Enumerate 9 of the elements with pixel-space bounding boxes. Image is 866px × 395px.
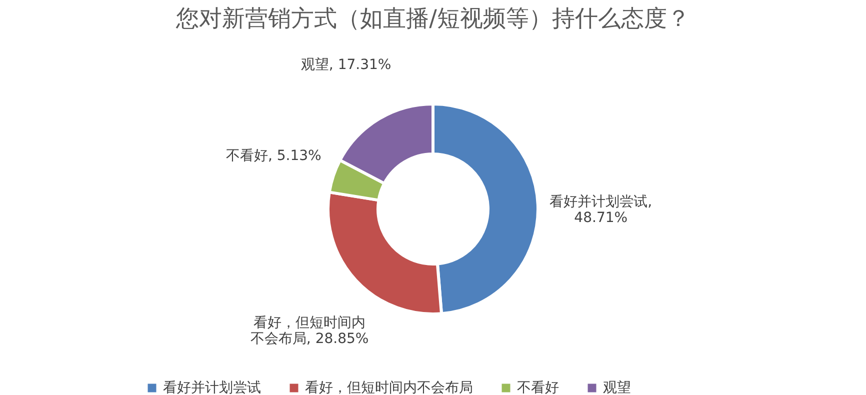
chart-title: 您对新营销方式（如直播/短视频等）持什么态度？ [175, 6, 690, 32]
data-label: 不看好, 5.13% [226, 148, 322, 164]
data-label: 看好，但短时间内不会布局, 28.85% [250, 314, 369, 347]
legend-label: 看好，但短时间内不会布局 [305, 380, 473, 395]
legend-label: 不看好 [517, 380, 559, 395]
data-label: 看好并计划尝试, 48.71% [550, 194, 652, 226]
data-label: 观望, 17.31% [300, 57, 392, 74]
legend-label: 观望 [603, 380, 631, 395]
legend-label: 看好并计划尝试 [163, 380, 261, 395]
